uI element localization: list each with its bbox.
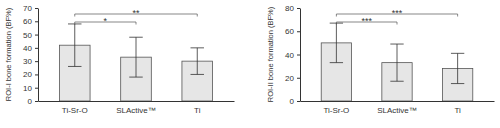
- x-tick-label: SLActive™: [116, 106, 156, 115]
- y-tick-label: 70: [23, 4, 32, 13]
- x-tick: Ti-Sr-O: [323, 101, 349, 115]
- x-tick-label: Ti-Sr-O: [323, 106, 349, 115]
- error-bar: [330, 23, 343, 63]
- y-tick-label: 60: [285, 27, 294, 36]
- x-tick-label: SLActive™: [377, 106, 417, 115]
- y-tick: 20: [285, 74, 300, 83]
- y-tick-mark: [35, 35, 38, 36]
- error-bar: [68, 24, 81, 67]
- y-tick-mark: [35, 74, 38, 75]
- y-tick: 60: [23, 17, 38, 26]
- y-tick-label: 40: [23, 44, 32, 53]
- error-bar: [129, 37, 142, 77]
- y-tick-mark: [35, 88, 38, 89]
- y-tick-mark: [35, 101, 38, 102]
- x-tick: Ti: [454, 101, 461, 115]
- x-tick-label: Ti-Sr-O: [62, 106, 88, 115]
- y-tick: 40: [285, 51, 300, 60]
- y-tick-mark: [297, 55, 300, 56]
- y-axis-title: ROI-II bone formation (BF%): [266, 6, 275, 102]
- y-tick: 50: [23, 31, 38, 40]
- x-axis: Ti-Sr-O SLActive™ Ti: [39, 101, 235, 115]
- panel: 0 10 20 30 40 50 60 70 Ti-Sr-O SLActive™ Ti ROI-I b…: [4, 4, 235, 115]
- error-bar: [390, 44, 403, 81]
- y-tick: 0: [28, 97, 38, 106]
- y-tick-label: 30: [23, 57, 32, 66]
- x-tick-label: Ti: [454, 106, 461, 115]
- x-axis: Ti-Sr-O SLActive™ Ti: [301, 101, 495, 115]
- y-tick-label: 40: [285, 51, 294, 60]
- x-tick: Ti: [194, 101, 201, 115]
- y-tick-mark: [297, 8, 300, 9]
- y-axis-line: [300, 9, 301, 102]
- y-tick-mark: [297, 78, 300, 79]
- x-tick: SLActive™: [377, 101, 417, 115]
- y-axis: 0 20 40 60 80: [285, 4, 300, 106]
- significance-label: **: [132, 8, 140, 18]
- significance-label: ***: [361, 16, 372, 26]
- figure: 0 10 20 30 40 50 60 70 Ti-Sr-O SLActive™ Ti ROI-I b…: [0, 0, 500, 128]
- significance-label: ***: [392, 8, 403, 18]
- x-tick-label: Ti: [194, 106, 201, 115]
- panel: 0 20 40 60 80 Ti-Sr-O SLActive™ Ti ROI-II bone f…: [266, 4, 495, 115]
- y-tick-label: 60: [23, 17, 32, 26]
- significance-label: *: [104, 16, 108, 26]
- y-tick-label: 0: [28, 97, 33, 106]
- y-axis: 0 10 20 30 40 50 60 70: [23, 4, 38, 106]
- x-tick: SLActive™: [116, 101, 156, 115]
- y-tick: 0: [290, 97, 300, 106]
- y-tick-mark: [35, 61, 38, 62]
- y-tick-mark: [35, 21, 38, 22]
- y-tick: 10: [23, 84, 38, 93]
- x-axis-line: [39, 101, 235, 102]
- error-bar: [451, 53, 464, 83]
- y-tick: 80: [285, 4, 300, 13]
- y-tick-label: 20: [23, 70, 32, 79]
- y-tick-label: 80: [285, 4, 294, 13]
- y-tick-mark: [297, 101, 300, 102]
- y-tick-label: 50: [23, 31, 32, 40]
- y-tick-mark: [35, 8, 38, 9]
- y-axis-line: [38, 9, 39, 102]
- y-tick: 60: [285, 27, 300, 36]
- plot-area: [321, 23, 473, 101]
- y-tick-mark: [35, 48, 38, 49]
- y-tick: 20: [23, 70, 38, 79]
- x-axis-line: [301, 101, 495, 102]
- y-tick-label: 0: [290, 97, 295, 106]
- y-tick: 30: [23, 57, 38, 66]
- y-tick-label: 20: [285, 74, 294, 83]
- error-bar: [191, 48, 204, 75]
- y-tick: 40: [23, 44, 38, 53]
- plot-area: [59, 24, 212, 101]
- y-tick: 70: [23, 4, 38, 13]
- y-axis-title: ROI-I bone formation (BF%): [4, 7, 13, 101]
- x-tick: Ti-Sr-O: [62, 101, 88, 115]
- y-tick-mark: [297, 31, 300, 32]
- y-tick-label: 10: [23, 84, 32, 93]
